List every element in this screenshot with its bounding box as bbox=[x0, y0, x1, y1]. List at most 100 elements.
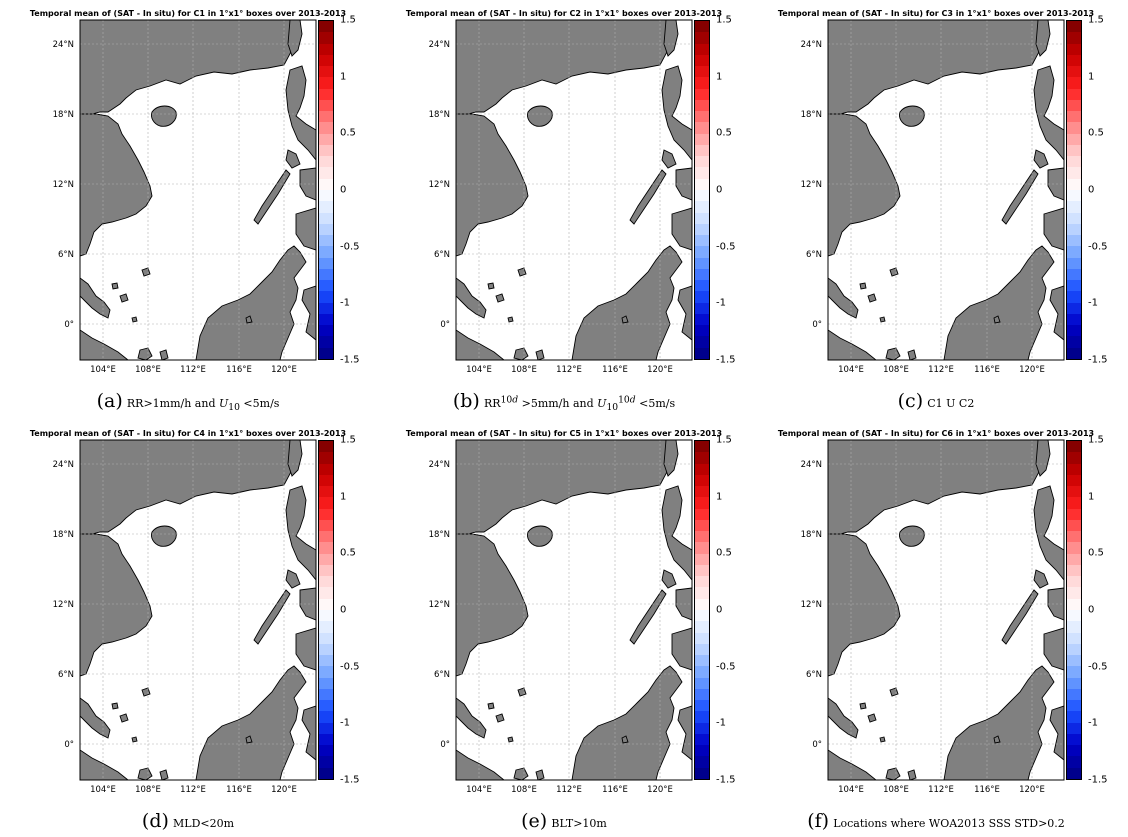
colorbar-tick-label: 0.5 bbox=[1088, 548, 1104, 559]
map-panel: 104°E 108°E 112°E 116°E 120°E 24°N 18°N 12°N 6°N… bbox=[748, 0, 1124, 417]
y-tick-label: 18°N bbox=[429, 110, 450, 120]
x-tick-label: 108°E bbox=[883, 785, 909, 795]
panel-title: Temporal mean of (SAT - In situ) for C6 … bbox=[748, 429, 1124, 438]
colorbar-step bbox=[319, 554, 333, 566]
map-panel: 104°E 108°E 112°E 116°E 120°E 24°N 18°N 12°N 6°N… bbox=[0, 0, 376, 417]
colorbar-step bbox=[1067, 201, 1081, 213]
colorbar-step bbox=[1067, 246, 1081, 258]
colorbar-step bbox=[319, 475, 333, 487]
colorbar-step bbox=[695, 711, 709, 723]
colorbar-tick-label: 1.5 bbox=[1088, 15, 1104, 26]
panel-title: Temporal mean of (SAT - In situ) for C3 … bbox=[748, 9, 1124, 18]
colorbar-tick-label: 1.5 bbox=[340, 15, 356, 26]
colorbar-tick-label: -1 bbox=[340, 298, 350, 309]
colorbar-step bbox=[1067, 89, 1081, 101]
colorbar-tick-label: -0.5 bbox=[1088, 241, 1108, 252]
colorbar-step bbox=[695, 531, 709, 543]
colorbar-step bbox=[319, 756, 333, 768]
x-tick-label: 116°E bbox=[974, 365, 1000, 375]
colorbar-step bbox=[1067, 32, 1081, 44]
x-tick-label: 116°E bbox=[226, 365, 252, 375]
y-tick-label: 0° bbox=[812, 320, 822, 330]
colorbar-step bbox=[319, 89, 333, 101]
colorbar-step bbox=[319, 246, 333, 258]
colorbar-step bbox=[319, 486, 333, 498]
panel-caption: (f) Locations where WOA2013 SSS STD>0.2 bbox=[748, 810, 1124, 832]
colorbar-step bbox=[319, 565, 333, 577]
colorbar-step bbox=[695, 734, 709, 746]
colorbar-step bbox=[695, 156, 709, 168]
colorbar-step bbox=[1067, 756, 1081, 768]
colorbar-tick-label: 0.5 bbox=[340, 128, 356, 139]
x-tick-label: 112°E bbox=[180, 785, 206, 795]
colorbar-step bbox=[695, 576, 709, 588]
map-panel: 104°E 108°E 112°E 116°E 120°E 24°N 18°N 12°N 6°N… bbox=[376, 0, 752, 417]
x-tick-label: 112°E bbox=[928, 785, 954, 795]
colorbar-step bbox=[1067, 576, 1081, 588]
y-tick-label: 18°N bbox=[53, 110, 74, 120]
colorbar-step bbox=[695, 66, 709, 78]
colorbar-step bbox=[695, 314, 709, 326]
x-tick-label: 104°E bbox=[466, 365, 492, 375]
colorbar-step bbox=[695, 700, 709, 712]
colorbar-step bbox=[319, 224, 333, 236]
x-tick-label: 120°E bbox=[271, 365, 297, 375]
colorbar-step bbox=[319, 497, 333, 509]
colorbar bbox=[318, 20, 334, 360]
colorbar-step bbox=[1067, 644, 1081, 656]
x-tick-label: 108°E bbox=[511, 365, 537, 375]
colorbar-step bbox=[695, 111, 709, 123]
colorbar-step bbox=[319, 531, 333, 543]
colorbar-step bbox=[1067, 565, 1081, 577]
colorbar-tick-label: 0 bbox=[340, 185, 346, 196]
colorbar-step bbox=[319, 723, 333, 735]
colorbar-tick-label: -1.5 bbox=[340, 775, 360, 786]
colorbar-step bbox=[695, 201, 709, 213]
colorbar-step bbox=[695, 336, 709, 348]
colorbar-step bbox=[319, 303, 333, 315]
colorbar-step bbox=[319, 599, 333, 611]
y-tick-label: 0° bbox=[812, 740, 822, 750]
colorbar-step bbox=[319, 348, 333, 360]
colorbar-step bbox=[319, 201, 333, 213]
colorbar bbox=[694, 440, 710, 780]
colorbar-step bbox=[1067, 190, 1081, 202]
colorbar-step bbox=[1067, 475, 1081, 487]
colorbar-tick-label: 0.5 bbox=[716, 548, 732, 559]
colorbar-step bbox=[319, 520, 333, 532]
colorbar-step bbox=[695, 610, 709, 622]
colorbar-step bbox=[695, 756, 709, 768]
colorbar-step bbox=[319, 734, 333, 746]
colorbar-step bbox=[695, 497, 709, 509]
colorbar-tick-label: 1 bbox=[1088, 491, 1094, 502]
colorbar-step bbox=[695, 542, 709, 554]
colorbar-step bbox=[695, 179, 709, 191]
colorbar-step bbox=[695, 269, 709, 281]
colorbar-step bbox=[1067, 700, 1081, 712]
colorbar-step bbox=[1067, 464, 1081, 476]
colorbar-step bbox=[319, 441, 333, 453]
x-tick-label: 116°E bbox=[974, 785, 1000, 795]
y-tick-label: 6°N bbox=[434, 250, 450, 260]
colorbar-step bbox=[319, 464, 333, 476]
colorbar-step bbox=[1067, 122, 1081, 134]
colorbar-step bbox=[1067, 145, 1081, 157]
colorbar-tick-label: -1.5 bbox=[1088, 775, 1108, 786]
colorbar-step bbox=[695, 475, 709, 487]
colorbar-step bbox=[695, 280, 709, 292]
panel-label: (a) bbox=[97, 390, 123, 412]
colorbar-step bbox=[1067, 179, 1081, 191]
colorbar-step bbox=[695, 655, 709, 667]
colorbar-step bbox=[695, 599, 709, 611]
colorbar-step bbox=[1067, 269, 1081, 281]
colorbar-step bbox=[319, 745, 333, 757]
colorbar-step bbox=[1067, 745, 1081, 757]
colorbar-step bbox=[1067, 325, 1081, 337]
colorbar-step bbox=[695, 644, 709, 656]
colorbar-step bbox=[319, 336, 333, 348]
colorbar-step bbox=[319, 452, 333, 464]
colorbar-step bbox=[1067, 55, 1081, 67]
colorbar-tick-label: 0 bbox=[716, 185, 722, 196]
colorbar-step bbox=[695, 621, 709, 633]
colorbar-step bbox=[695, 554, 709, 566]
